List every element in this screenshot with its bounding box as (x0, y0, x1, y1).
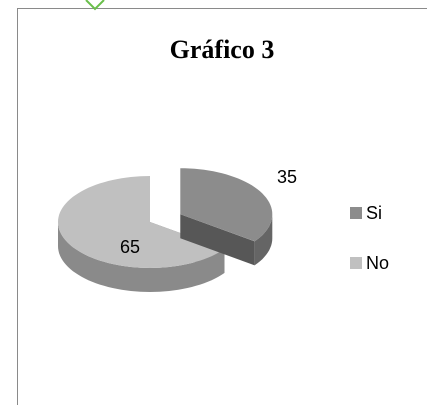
pie-slice (58, 176, 225, 292)
slice-top (58, 176, 225, 268)
slice-cut-face (180, 214, 255, 266)
legend-label: No (366, 253, 389, 273)
data-label: 35 (277, 167, 297, 187)
checkmark-icon (85, 0, 105, 11)
chart-title: Gráfico 3 (170, 35, 275, 64)
slice-side (254, 214, 273, 266)
data-label: 65 (120, 237, 140, 257)
slice-side (58, 222, 225, 292)
slice-top (180, 168, 273, 242)
pie-slice (180, 168, 273, 266)
legend-swatch (350, 257, 362, 269)
legend-swatch (350, 207, 362, 219)
legend-label: Si (366, 203, 382, 223)
